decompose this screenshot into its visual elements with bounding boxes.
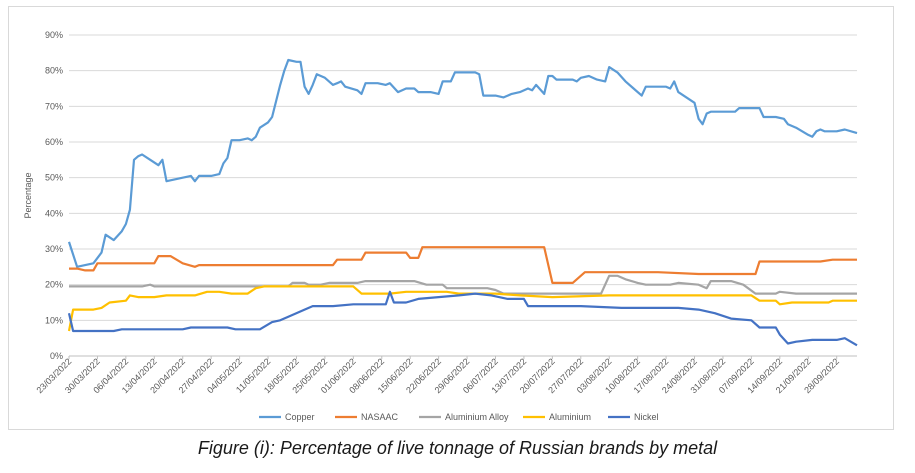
series-lines [67, 58, 858, 347]
legend-label: Copper [285, 412, 315, 422]
y-axis-title: Percentage [23, 172, 33, 218]
series-line-aluminium [67, 285, 857, 332]
y-tick-label: 90% [45, 30, 63, 40]
y-tick-label: 40% [45, 208, 63, 218]
y-tick-labels: 0% 10% 20% 30% 40% 50% 60% 70% 80% 90% [45, 30, 63, 361]
legend: Copper NASAAC Aluminium Alloy Aluminium Nick… [259, 412, 659, 422]
y-tick-label: 60% [45, 137, 63, 147]
series-line-aluminium-alloy [69, 274, 857, 295]
y-tick-label: 0% [50, 351, 63, 361]
y-tick-label: 80% [45, 66, 63, 76]
x-tick-labels: 23/03/202230/03/202206/04/202213/04/2022… [34, 356, 841, 395]
figure-caption: Figure (i): Percentage of live tonnage o… [197, 438, 718, 458]
legend-label: NASAAC [361, 412, 399, 422]
y-tick-label: 30% [45, 244, 63, 254]
chart-frame: 0% 10% 20% 30% 40% 50% 60% 70% 80% 90% 23/03/2022… [8, 6, 894, 430]
y-tick-label: 10% [45, 315, 63, 325]
line-chart: 0% 10% 20% 30% 40% 50% 60% 70% 80% 90% 23/03/2022… [23, 30, 858, 422]
y-tick-label: 70% [45, 101, 63, 111]
legend-label: Aluminium Alloy [445, 412, 509, 422]
legend-label: Aluminium [549, 412, 591, 422]
gridlines [69, 34, 857, 357]
series-line-nickel [67, 290, 858, 347]
series-line-copper [67, 58, 858, 268]
legend-label: Nickel [634, 412, 659, 422]
y-tick-label: 50% [45, 173, 63, 183]
y-tick-label: 20% [45, 280, 63, 290]
series-line-nasaac [69, 246, 857, 284]
